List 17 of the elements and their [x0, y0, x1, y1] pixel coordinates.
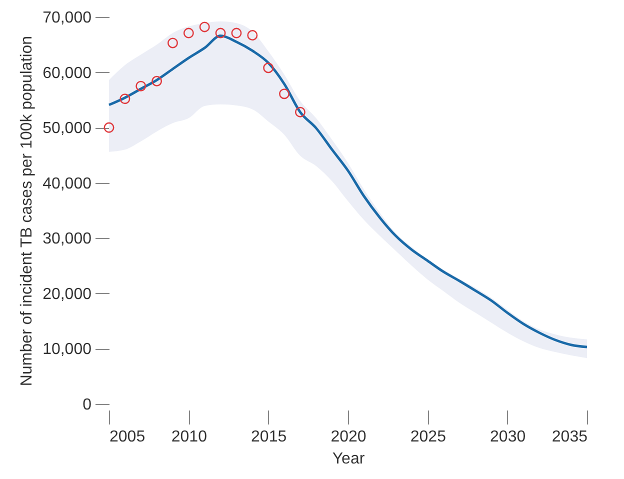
x-tick-label: 2035: [552, 428, 588, 446]
y-tick-label: 70,000: [42, 10, 92, 26]
x-axis-title: Year: [332, 450, 366, 468]
x-tick-label: 2015: [251, 428, 287, 446]
y-axis-title: Number of incident TB cases per 100k population: [18, 36, 36, 386]
y-tick-label: 60,000: [42, 64, 92, 82]
x-tick-label: 2025: [410, 428, 446, 446]
x-tick-label: 2020: [330, 428, 366, 446]
y-tick-label: 50,000: [42, 120, 92, 138]
x-tick-label: 2030: [490, 428, 526, 446]
x-tick-label: 2005: [110, 428, 146, 446]
x-tick-label: 2010: [171, 428, 208, 446]
y-tick-label: 0: [82, 396, 92, 414]
y-tick-label: 20,000: [42, 286, 92, 303]
y-tick-label: 40,000: [42, 175, 92, 192]
y-tick-label: 10,000: [42, 341, 92, 358]
y-tick-label: 30,000: [42, 230, 92, 248]
